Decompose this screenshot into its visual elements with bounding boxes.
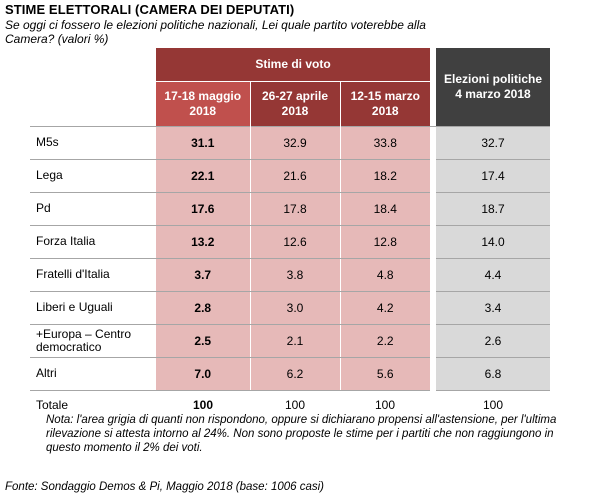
total-value: 100 — [340, 390, 430, 419]
table-row: +Europa – Centro democratico 2.5 2.1 2.2 2.6 — [30, 324, 550, 358]
table-row: Fratelli d'Italia 3.7 3.8 4.8 4.4 — [30, 258, 550, 292]
cell-value: 4.8 — [340, 258, 430, 292]
cell-value: 13.2 — [156, 225, 251, 259]
cell-value: 2.1 — [250, 324, 341, 358]
cell-value: 33.8 — [340, 125, 430, 160]
cell-value: 12.6 — [250, 225, 341, 259]
cell-value: 6.2 — [250, 357, 341, 391]
cell-value: 32.9 — [250, 125, 341, 160]
row-label: Altri — [30, 357, 156, 391]
header-group-stime: Stime di voto — [156, 48, 430, 82]
total-value: 100 — [250, 390, 340, 419]
cell-value-elezioni: 6.8 — [436, 357, 550, 391]
row-label: Forza Italia — [30, 225, 156, 259]
cell-value-elezioni: 4.4 — [436, 258, 550, 292]
header-col-1: 17-18 maggio 2018 — [156, 81, 251, 126]
cell-value: 2.5 — [156, 324, 251, 358]
cell-value: 12.8 — [340, 225, 430, 259]
cell-value: 7.0 — [156, 357, 251, 391]
row-label: +Europa – Centro democratico — [30, 324, 156, 358]
total-value: 100 — [156, 390, 250, 419]
chart-title: STIME ELETTORALI (CAMERA DEI DEPUTATI) — [5, 2, 295, 17]
cell-value: 17.8 — [250, 192, 341, 226]
header-blank — [30, 48, 156, 81]
cell-value-elezioni: 18.7 — [436, 192, 550, 226]
table-row: Lega 22.1 21.6 18.2 17.4 — [30, 159, 550, 193]
total-label: Totale — [30, 390, 156, 419]
cell-value-elezioni: 3.4 — [436, 291, 550, 325]
cell-value: 17.6 — [156, 192, 251, 226]
row-label: M5s — [30, 125, 156, 160]
header-col-2: 26-27 aprile 2018 — [250, 81, 341, 126]
cell-value: 21.6 — [250, 159, 341, 193]
table-body: M5s 31.1 32.9 33.8 32.7 Lega 22.1 21.6 18.2 17.4 P… — [30, 125, 550, 419]
cell-value: 2.8 — [156, 291, 251, 325]
cell-value: 4.2 — [340, 291, 430, 325]
cell-value: 5.6 — [340, 357, 430, 391]
row-label: Fratelli d'Italia — [30, 258, 156, 292]
cell-value: 22.1 — [156, 159, 251, 193]
header-elezioni: Elezioni politiche 4 marzo 2018 — [436, 48, 550, 126]
cell-value: 3.8 — [250, 258, 341, 292]
row-label: Pd — [30, 192, 156, 226]
source-note: Fonte: Sondaggio Demos & Pi, Maggio 2018… — [5, 481, 324, 493]
estimates-table: Stime di voto Elezioni politiche 4 marzo… — [30, 48, 550, 419]
table-row: Altri 7.0 6.2 5.6 6.8 — [30, 357, 550, 391]
cell-value: 18.2 — [340, 159, 430, 193]
cell-value-elezioni: 32.7 — [436, 125, 550, 160]
table-row: Forza Italia 13.2 12.6 12.8 14.0 — [30, 225, 550, 259]
row-label: Liberi e Uguali — [30, 291, 156, 325]
total-value: 100 — [436, 390, 550, 419]
cell-value-elezioni: 14.0 — [436, 225, 550, 259]
table-row: M5s 31.1 32.9 33.8 32.7 — [30, 125, 550, 160]
cell-value-elezioni: 2.6 — [436, 324, 550, 358]
cell-value: 3.0 — [250, 291, 341, 325]
table-row: Liberi e Uguali 2.8 3.0 4.2 3.4 — [30, 291, 550, 325]
cell-value: 3.7 — [156, 258, 251, 292]
total-row: Totale 100 100 100 100 — [30, 390, 550, 419]
header-col-3: 12-15 marzo 2018 — [340, 81, 430, 126]
table-row: Pd 17.6 17.8 18.4 18.7 — [30, 192, 550, 226]
cell-value: 2.2 — [340, 324, 430, 358]
cell-value: 18.4 — [340, 192, 430, 226]
survey-question: Se oggi ci fossero le elezioni politiche… — [5, 18, 426, 46]
footnote: Nota: l'area grigia di quanti non rispon… — [46, 414, 557, 454]
cell-value: 31.1 — [156, 125, 251, 160]
cell-value-elezioni: 17.4 — [436, 159, 550, 193]
row-label: Lega — [30, 159, 156, 193]
